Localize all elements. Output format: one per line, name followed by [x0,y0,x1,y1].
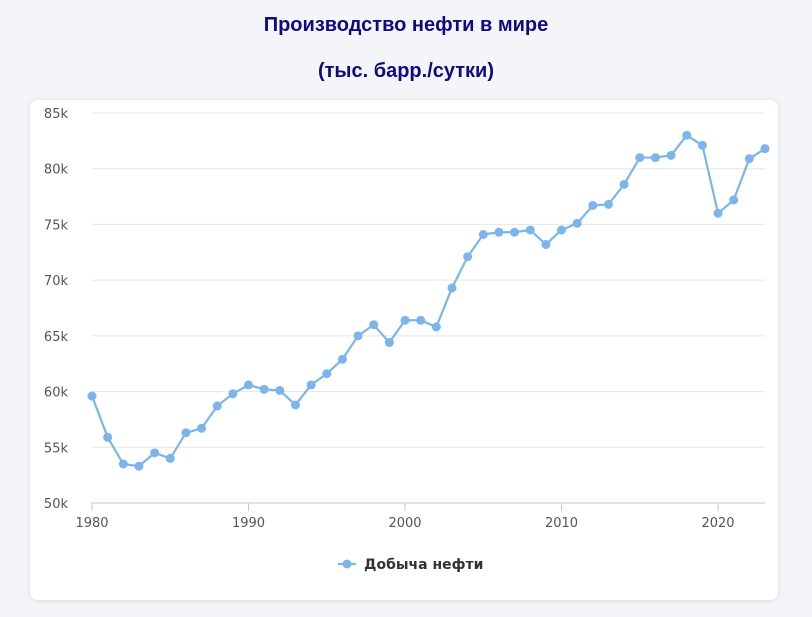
x-tick-label: 1990 [232,516,265,531]
data-point-2020[interactable] [713,208,723,218]
y-tick-label: 60k [44,386,69,401]
data-point-2000[interactable] [400,315,410,325]
data-point-2022[interactable] [744,154,754,164]
data-point-2021[interactable] [729,195,739,205]
y-tick-label: 50k [44,497,69,512]
data-point-2008[interactable] [525,225,535,235]
data-point-2018[interactable] [682,130,692,140]
data-point-1994[interactable] [306,380,316,390]
y-tick-label: 55k [44,441,69,456]
line-chart: 50k 55k 60k 65k 70k 75k 80k 85k 1980 1990 2000 201… [44,107,770,573]
data-point-2006[interactable] [494,227,504,237]
y-tick-label: 85k [44,107,69,122]
data-point-2002[interactable] [431,322,441,332]
data-point-2010[interactable] [557,225,567,235]
chart-subtitle-line2: (тыс. барр./сутки) [317,60,495,82]
series-line [90,134,766,468]
data-point-1989[interactable] [228,389,238,399]
data-point-1995[interactable] [322,369,332,379]
chart-card: 50k 55k 60k 65k 70k 75k 80k 85k 1980 1990 2000 201… [30,100,778,600]
x-tick-label: 2020 [701,516,734,531]
data-point-1983[interactable] [134,461,144,471]
data-point-2015[interactable] [635,153,645,163]
legend-marker [342,559,352,569]
data-point-1991[interactable] [259,384,269,394]
data-point-2016[interactable] [650,153,660,163]
data-point-2012[interactable] [588,200,598,210]
data-point-1999[interactable] [384,338,394,348]
data-point-2019[interactable] [697,140,707,150]
data-point-1981[interactable] [103,432,113,442]
data-point-2001[interactable] [416,315,426,325]
chart-title-line1: Производство нефти в мире [263,14,549,36]
data-point-2017[interactable] [666,150,676,160]
data-point-1990[interactable] [244,380,254,390]
data-point-1980[interactable] [87,391,97,401]
data-point-2003[interactable] [447,283,457,293]
data-point-1992[interactable] [275,385,285,395]
data-point-1996[interactable] [337,354,347,364]
y-axis-ticks: 50k 55k 60k 65k 70k 75k 80k 85k [44,107,69,512]
data-point-1993[interactable] [290,400,300,410]
data-point-1988[interactable] [212,401,222,411]
x-tick-label: 2010 [545,516,578,531]
y-tick-label: 80k [44,163,69,178]
y-tick-label: 70k [44,274,69,289]
data-point-2009[interactable] [541,239,551,249]
series-group [87,130,770,471]
data-point-2014[interactable] [619,179,629,189]
data-point-2013[interactable] [603,199,613,209]
data-point-1985[interactable] [165,453,175,463]
data-point-2005[interactable] [478,229,488,239]
data-point-2004[interactable] [463,252,473,262]
data-point-1997[interactable] [353,331,363,341]
x-axis: 1980 1990 2000 2010 2020 [75,502,765,531]
data-point-1982[interactable] [118,459,128,469]
data-point-1998[interactable] [369,320,379,330]
y-tick-label: 75k [44,218,69,233]
data-point-2007[interactable] [510,227,520,237]
grid-lines [92,112,765,448]
data-point-2011[interactable] [572,218,582,228]
data-point-1986[interactable] [181,428,191,438]
data-point-1984[interactable] [150,448,160,458]
legend: Добыча нефти [338,557,483,573]
data-point-1987[interactable] [197,423,207,433]
x-tick-label: 1980 [75,516,108,531]
data-point-2023[interactable] [760,144,770,154]
legend-item-label[interactable]: Добыча нефти [364,557,483,573]
y-tick-label: 65k [44,330,69,345]
x-tick-label: 2000 [388,516,421,531]
